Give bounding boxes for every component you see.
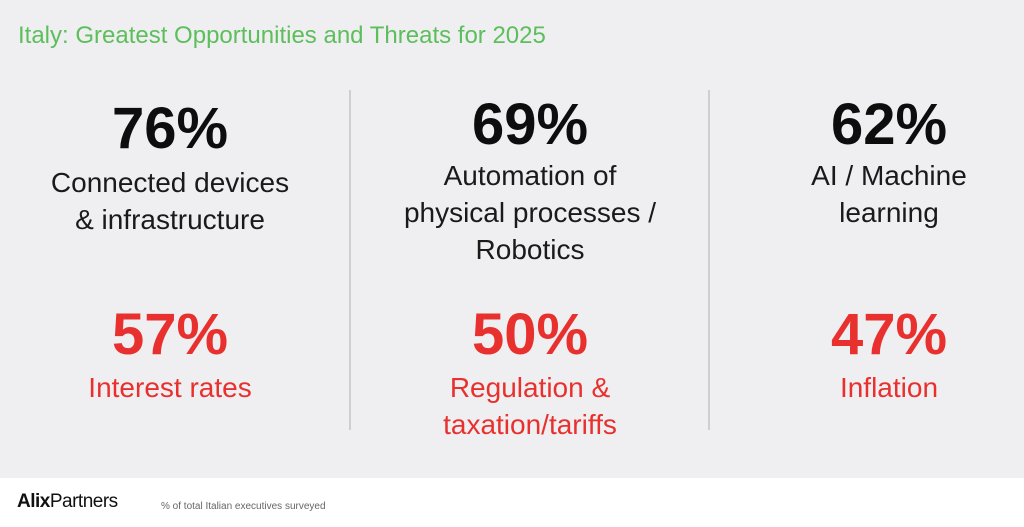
- column-1: 76% Connected devices & infrastructure 5…: [0, 0, 340, 478]
- logo-bold-text: Alix: [17, 491, 50, 512]
- threat-value-3: 47%: [830, 302, 948, 367]
- column-3: 62% AI / Machine learning 47% Inflation: [719, 0, 1024, 478]
- threat-value-2: 50%: [471, 302, 589, 367]
- opportunity-label-1: Connected devices & infrastructure: [50, 167, 290, 235]
- threat-label-3: Inflation: [839, 372, 939, 403]
- threat-label-1: Interest rates: [88, 372, 252, 403]
- column-divider-1: [349, 90, 351, 430]
- opportunity-label-3: AI / Machine learning: [811, 160, 967, 228]
- chart-title: Italy: Greatest Opportunities and Threat…: [18, 22, 546, 49]
- column-divider-2: [708, 90, 710, 430]
- opportunity-value-3: 62%: [830, 92, 948, 157]
- opportunity-value-1: 76%: [111, 96, 229, 161]
- threat-label-2: Regulation & taxation/tariffs: [443, 372, 617, 440]
- threat-value-1: 57%: [111, 302, 229, 367]
- brand-logo: AlixPartners: [17, 491, 118, 513]
- column-2: 69% Automation of physical processes / R…: [360, 0, 700, 478]
- opportunity-value-2: 69%: [471, 92, 589, 157]
- slide: Italy: Greatest Opportunities and Threat…: [0, 0, 1024, 478]
- footer: AlixPartners % of total Italian executiv…: [0, 478, 1024, 527]
- logo-regular-text: Partners: [49, 491, 118, 512]
- opportunity-label-2: Automation of physical processes / Robot…: [403, 160, 657, 265]
- footnote: % of total Italian executives surveyed: [161, 501, 326, 512]
